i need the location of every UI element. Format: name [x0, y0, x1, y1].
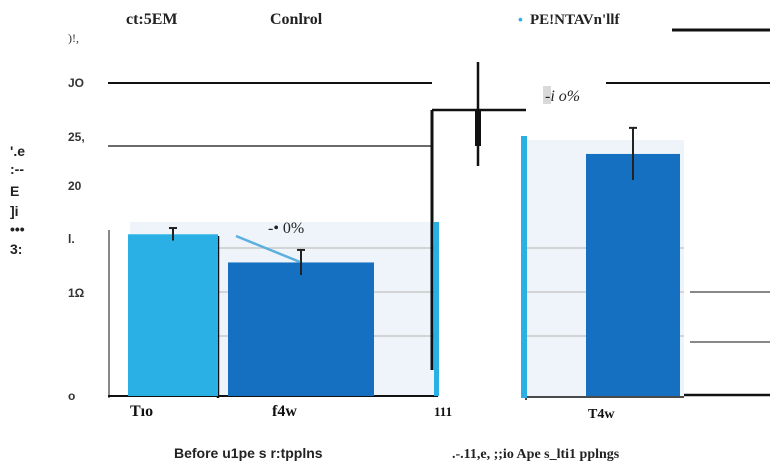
header-right-marker: •: [518, 11, 523, 27]
header-small: )!,: [68, 31, 79, 45]
y-label-fragment: 3:: [10, 241, 22, 257]
y-label-fragment: ]i: [10, 203, 19, 219]
header-right: PE!NTAVn'llf: [530, 12, 620, 28]
error-bars: [169, 126, 637, 275]
bars: [128, 136, 680, 398]
group-label-2: .-.11,e, ;;io Ape s_lti1 pplngs: [452, 447, 620, 462]
category-label-3: 111: [434, 404, 452, 419]
header-left-b: Conlrol: [270, 11, 323, 28]
category-label-2: f4w: [272, 403, 297, 420]
y-tick-label: JO: [68, 76, 84, 90]
frame-cross-block: [475, 110, 481, 146]
y-tick-label: 20: [68, 179, 82, 193]
y-axis-ticks: JO 25, 20 l. 1Ω o: [68, 76, 85, 403]
y-axis-label: '.e :-- E ]i ••• 3:: [10, 143, 25, 257]
annotation-group2-bg: [543, 86, 551, 104]
y-tick-label: 25,: [68, 130, 85, 144]
bar: [228, 262, 374, 396]
annotation-group2: -i o%: [545, 88, 580, 105]
bar: [586, 153, 680, 396]
header-left-a: ct:5EM: [126, 11, 178, 28]
category-label-1: Tıo: [130, 403, 153, 420]
y-tick-label: o: [68, 389, 75, 403]
category-label-4: T4w: [588, 407, 615, 422]
y-label-fragment: :--: [10, 161, 24, 177]
y-label-fragment: '.e: [10, 143, 25, 159]
y-label-fragment: •••: [10, 221, 25, 237]
reference-lines: [108, 28, 770, 398]
bar-strip: [434, 222, 439, 396]
annotation-connector: [235, 234, 301, 264]
y-tick-label: 1Ω: [68, 286, 85, 300]
bar-strip: [521, 136, 527, 398]
annotation-group1: -• 0%: [268, 220, 304, 237]
y-tick-label: l.: [68, 232, 75, 246]
group-label-1: Before u1pe s r:tpplns: [174, 445, 323, 461]
bar: [128, 234, 218, 396]
y-label-fragment: E: [10, 183, 19, 199]
